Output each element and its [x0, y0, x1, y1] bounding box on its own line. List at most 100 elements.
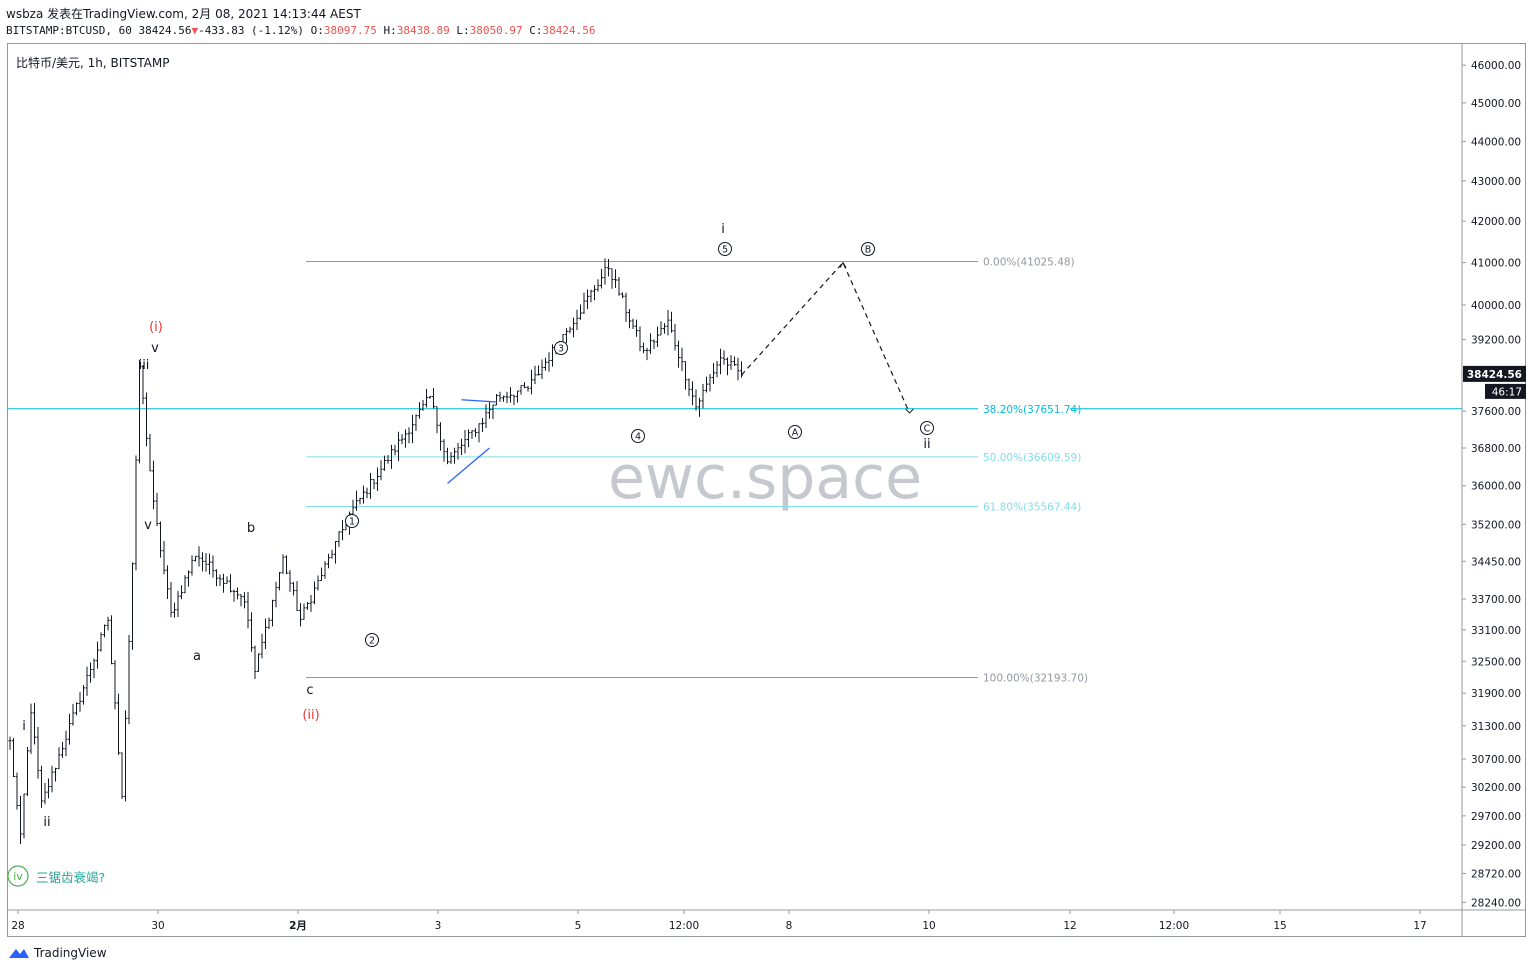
y-tick-label: 31900.00 [1471, 688, 1521, 700]
y-tick-label: 31300.00 [1471, 721, 1521, 733]
projection-arrow-icon [905, 408, 914, 414]
author-line: wsbza 发表在TradingView.com, 2月 08, 2021 14… [6, 7, 361, 21]
chart-frame[interactable] [7, 43, 1526, 937]
open-value: 38097.75 [323, 24, 377, 37]
y-tick-label: 32500.00 [1471, 656, 1521, 668]
watermark: ewc.space [608, 443, 922, 513]
x-tick-label: 28 [11, 920, 24, 932]
tradingview-footer[interactable]: TradingView [8, 946, 107, 960]
y-tick-label: 36000.00 [1471, 481, 1521, 493]
fib-label: 100.00%(32193.70) [983, 673, 1088, 685]
wave-circle-label: 2 [369, 636, 375, 647]
y-tick-label: 29200.00 [1471, 840, 1521, 852]
y-tick-label: 39200.00 [1471, 335, 1521, 347]
y-tick-label: 37600.00 [1471, 406, 1521, 418]
x-tick-label: 2月 [289, 920, 307, 932]
y-tick-label: 29700.00 [1471, 811, 1521, 823]
x-tick-label: 30 [151, 920, 164, 932]
wave-label: (ii) [302, 708, 319, 723]
wave-circle [718, 242, 732, 256]
low-label: L: [456, 24, 470, 37]
y-tick-label: 30200.00 [1471, 782, 1521, 794]
x-tick-label: 12:00 [669, 920, 699, 932]
y-tick-label: 33100.00 [1471, 625, 1521, 637]
wave-label: i [22, 719, 26, 734]
close-value: 38424.56 [542, 24, 596, 37]
projection-peak-icon [839, 261, 847, 268]
wave-circle [920, 421, 934, 435]
wave-circle-label: 4 [635, 432, 641, 443]
open-label: O: [310, 24, 324, 37]
symbol-title: 比特币/美元, 1h, BITSTAMP [16, 56, 170, 70]
wave-label: a [193, 649, 201, 664]
fib-label: 38.20%(37651.74) [983, 404, 1081, 416]
fib-label: 0.00%(41025.48) [983, 257, 1075, 269]
y-tick-label: 36800.00 [1471, 443, 1521, 455]
wave-label: v [144, 518, 152, 533]
wave-label: i [721, 222, 725, 237]
countdown-label: 46:17 [1492, 386, 1522, 398]
last-price-tag [1463, 365, 1526, 382]
wave-circle [788, 425, 802, 439]
wave-label: ii [923, 437, 930, 452]
y-tick-label: 41000.00 [1471, 258, 1521, 270]
change-arrow-icon: ▼ [191, 24, 199, 37]
wave-circle-label: C [924, 424, 931, 435]
alt-count-circle [7, 865, 29, 887]
wave-label: v [151, 341, 159, 356]
x-tick-label: 3 [435, 920, 442, 932]
symbol-name[interactable]: BITSTAMP:BTCUSD, 60 [6, 24, 132, 37]
wave-circle-label: 3 [558, 344, 564, 355]
y-tick-label: 30700.00 [1471, 754, 1521, 766]
wave-label: iii [139, 358, 150, 373]
wave-circle [345, 514, 359, 528]
y-tick-label: 44000.00 [1471, 136, 1521, 148]
y-tick-label: 35200.00 [1471, 519, 1521, 531]
y-tick-label: 43000.00 [1471, 176, 1521, 188]
wave-circle-label: B [865, 245, 872, 256]
last-price-label: 38424.56 [1467, 369, 1522, 381]
wave-label: c [306, 683, 313, 698]
y-tick-label: 33700.00 [1471, 594, 1521, 606]
wave-circle-label: A [792, 428, 799, 439]
y-tick-label: 46000.00 [1471, 60, 1521, 72]
fib-label: 50.00%(36609.59) [983, 452, 1081, 464]
wave-circle [554, 341, 568, 355]
fib-label: 61.80%(35567.44) [983, 501, 1081, 513]
ohlc-bars [8, 258, 743, 845]
wave-label: ii [43, 815, 50, 830]
high-label: H: [383, 24, 397, 37]
x-tick-label: 12:00 [1159, 920, 1189, 932]
wave-label: (i) [149, 320, 163, 335]
alt-count-note: 三锯齿衰竭? [36, 870, 105, 885]
triangle-upper-line [461, 399, 497, 403]
close-label: C: [529, 24, 543, 37]
tradingview-logo-icon [9, 949, 29, 958]
x-tick-label: 10 [922, 920, 935, 932]
low-value: 38050.97 [469, 24, 523, 37]
x-tick-label: 15 [1273, 920, 1286, 932]
triangle-lower-line [447, 447, 490, 484]
y-tick-label: 40000.00 [1471, 300, 1521, 312]
wave-circle [861, 242, 875, 256]
y-tick-label: 42000.00 [1471, 216, 1521, 228]
wave-circle-label: 1 [349, 517, 355, 528]
wave-circle-label: 5 [722, 245, 728, 256]
change-value: -433.83 (-1.12%) [198, 24, 305, 37]
x-tick-label: 8 [786, 920, 793, 932]
x-tick-label: 5 [575, 920, 582, 932]
high-value: 38438.89 [396, 24, 450, 37]
alt-count-label: iv [13, 870, 23, 883]
wave-circle [631, 429, 645, 443]
wave-circle [365, 633, 379, 647]
x-tick-label: 12 [1063, 920, 1076, 932]
y-tick-label: 28240.00 [1471, 897, 1521, 909]
y-tick-label: 34450.00 [1471, 556, 1521, 568]
wave-label: b [247, 521, 255, 536]
ohlc-legend: BITSTAMP:BTCUSD, 60 38424.56 ▼-433.83 (-1… [6, 24, 595, 37]
tradingview-brand: TradingView [34, 946, 107, 960]
y-tick-label: 45000.00 [1471, 98, 1521, 110]
x-tick-label: 17 [1413, 920, 1426, 932]
countdown-tag [1485, 383, 1526, 399]
